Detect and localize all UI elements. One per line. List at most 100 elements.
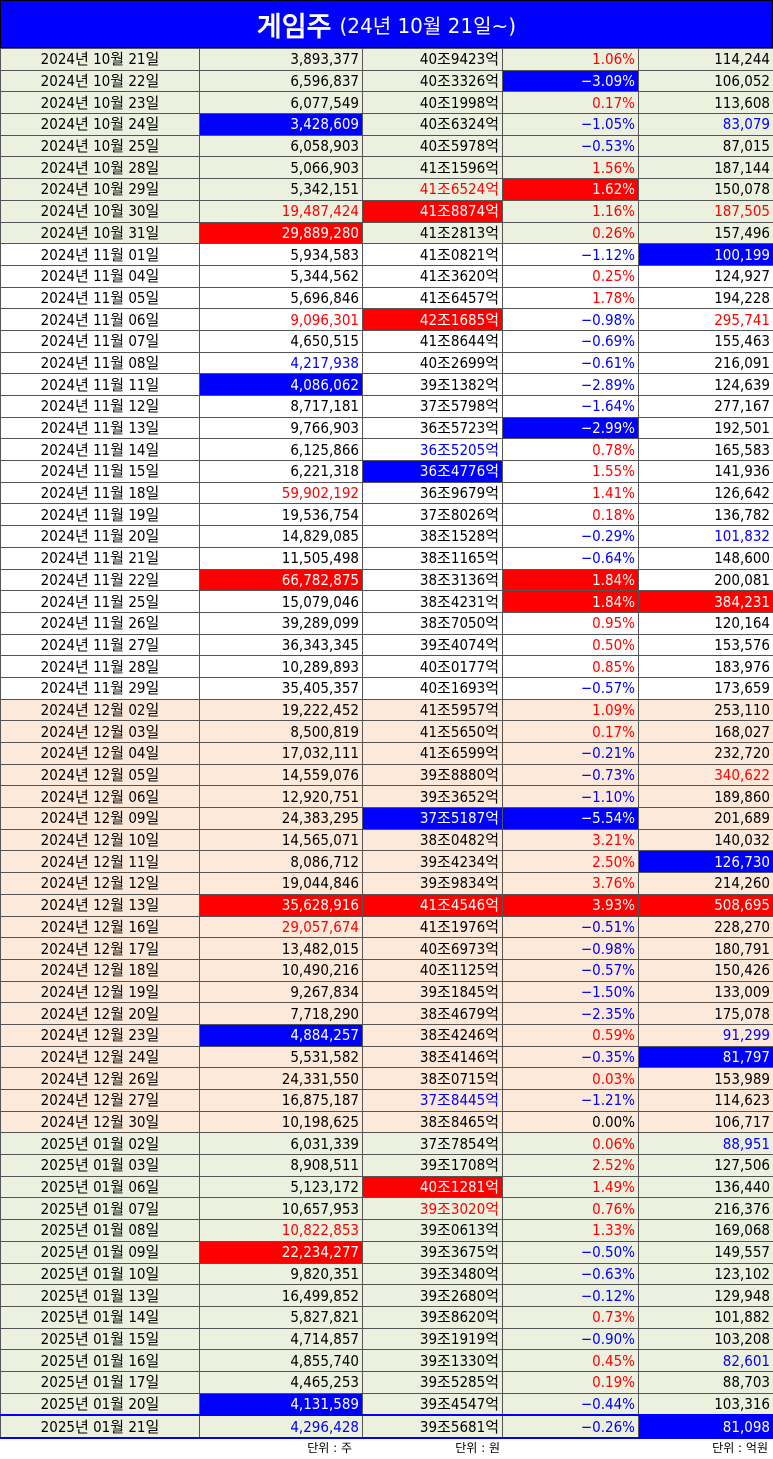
cell-mcap: 39조1708억 [363, 1155, 503, 1177]
cell-amount: 88,951 [639, 1133, 773, 1155]
cell-amount: 126,730 [639, 851, 773, 873]
cell-volume: 19,222,452 [200, 699, 363, 721]
cell-mcap: 37조7854억 [363, 1133, 503, 1155]
cell-volume: 10,822,853 [200, 1220, 363, 1242]
cell-change: 0.73% [503, 1306, 639, 1328]
cell-change: 1.78% [503, 287, 639, 309]
cell-date: 2025년 01월 09일 [1, 1241, 200, 1263]
cell-volume: 24,331,550 [200, 1068, 363, 1090]
cell-change: 0.76% [503, 1198, 639, 1220]
cell-volume: 4,855,740 [200, 1350, 363, 1372]
cell-mcap: 40조9423억 [363, 49, 503, 71]
cell-volume: 17,032,111 [200, 743, 363, 765]
cell-change: −0.69% [503, 330, 639, 352]
cell-mcap: 38조7050억 [363, 612, 503, 634]
cell-mcap: 41조3620억 [363, 265, 503, 287]
cell-change: 1.55% [503, 461, 639, 483]
cell-mcap: 39조5285억 [363, 1371, 503, 1393]
cell-change: −0.35% [503, 1046, 639, 1068]
cell-volume: 16,875,187 [200, 1090, 363, 1112]
cell-amount: 101,882 [639, 1306, 773, 1328]
cell-change: −0.26% [503, 1415, 639, 1438]
cell-date: 2025년 01월 03일 [1, 1155, 200, 1177]
cell-date: 2024년 12월 10일 [1, 829, 200, 851]
cell-amount: 114,244 [639, 49, 773, 71]
cell-change: −2.99% [503, 417, 639, 439]
cell-volume: 19,487,424 [200, 200, 363, 222]
cell-date: 2024년 12월 05일 [1, 764, 200, 786]
cell-change: 1.16% [503, 200, 639, 222]
cell-mcap: 39조3652억 [363, 786, 503, 808]
cell-volume: 4,650,515 [200, 330, 363, 352]
cell-mcap: 40조1693억 [363, 677, 503, 699]
cell-change: −0.98% [503, 938, 639, 960]
table-subtitle: (24년 10월 21일~) [339, 10, 516, 39]
cell-volume: 3,893,377 [200, 49, 363, 71]
cell-mcap: 41조6524억 [363, 179, 503, 201]
cell-volume: 15,079,046 [200, 591, 363, 613]
cell-mcap: 39조2680억 [363, 1285, 503, 1307]
cell-amount: 136,440 [639, 1176, 773, 1198]
cell-change: 1.33% [503, 1220, 639, 1242]
cell-volume: 10,657,953 [200, 1198, 363, 1220]
cell-date: 2024년 12월 09일 [1, 808, 200, 830]
cell-mcap: 41조8644억 [363, 330, 503, 352]
cell-amount: 228,270 [639, 916, 773, 938]
cell-change: −0.98% [503, 309, 639, 331]
cell-change: 1.41% [503, 482, 639, 504]
cell-date: 2024년 11월 26일 [1, 612, 200, 634]
cell-change: 0.45% [503, 1350, 639, 1372]
cell-date: 2025년 01월 20일 [1, 1393, 200, 1415]
cell-date: 2024년 11월 28일 [1, 656, 200, 678]
cell-date: 2025년 01월 16일 [1, 1350, 200, 1372]
cell-date: 2025년 01월 06일 [1, 1176, 200, 1198]
cell-date: 2024년 12월 19일 [1, 981, 200, 1003]
cell-date: 2024년 12월 13일 [1, 894, 200, 916]
cell-mcap: 41조0821억 [363, 244, 503, 266]
cell-amount: 101,832 [639, 526, 773, 548]
cell-date: 2024년 10월 21일 [1, 49, 200, 71]
cell-amount: 214,260 [639, 873, 773, 895]
cell-date: 2024년 12월 24일 [1, 1046, 200, 1068]
cell-volume: 22,234,277 [200, 1241, 363, 1263]
cell-date: 2024년 10월 23일 [1, 92, 200, 114]
cell-volume: 8,717,181 [200, 396, 363, 418]
cell-amount: 106,052 [639, 70, 773, 92]
cell-date: 2024년 12월 12일 [1, 873, 200, 895]
cell-amount: 232,720 [639, 743, 773, 765]
cell-volume: 9,096,301 [200, 309, 363, 331]
cell-mcap: 41조2813억 [363, 222, 503, 244]
cell-date: 2024년 11월 06일 [1, 309, 200, 331]
cell-amount: 123,102 [639, 1263, 773, 1285]
cell-mcap: 39조0613억 [363, 1220, 503, 1242]
cell-mcap: 41조5650억 [363, 721, 503, 743]
cell-date: 2024년 11월 18일 [1, 482, 200, 504]
cell-change: −1.64% [503, 396, 639, 418]
cell-amount: 187,144 [639, 157, 773, 179]
cell-date: 2024년 12월 30일 [1, 1111, 200, 1133]
cell-mcap: 37조5798억 [363, 396, 503, 418]
cell-volume: 4,086,062 [200, 374, 363, 396]
cell-change: 1.09% [503, 699, 639, 721]
cell-date: 2024년 11월 22일 [1, 569, 200, 591]
cell-volume: 5,934,583 [200, 244, 363, 266]
cell-amount: 141,936 [639, 461, 773, 483]
